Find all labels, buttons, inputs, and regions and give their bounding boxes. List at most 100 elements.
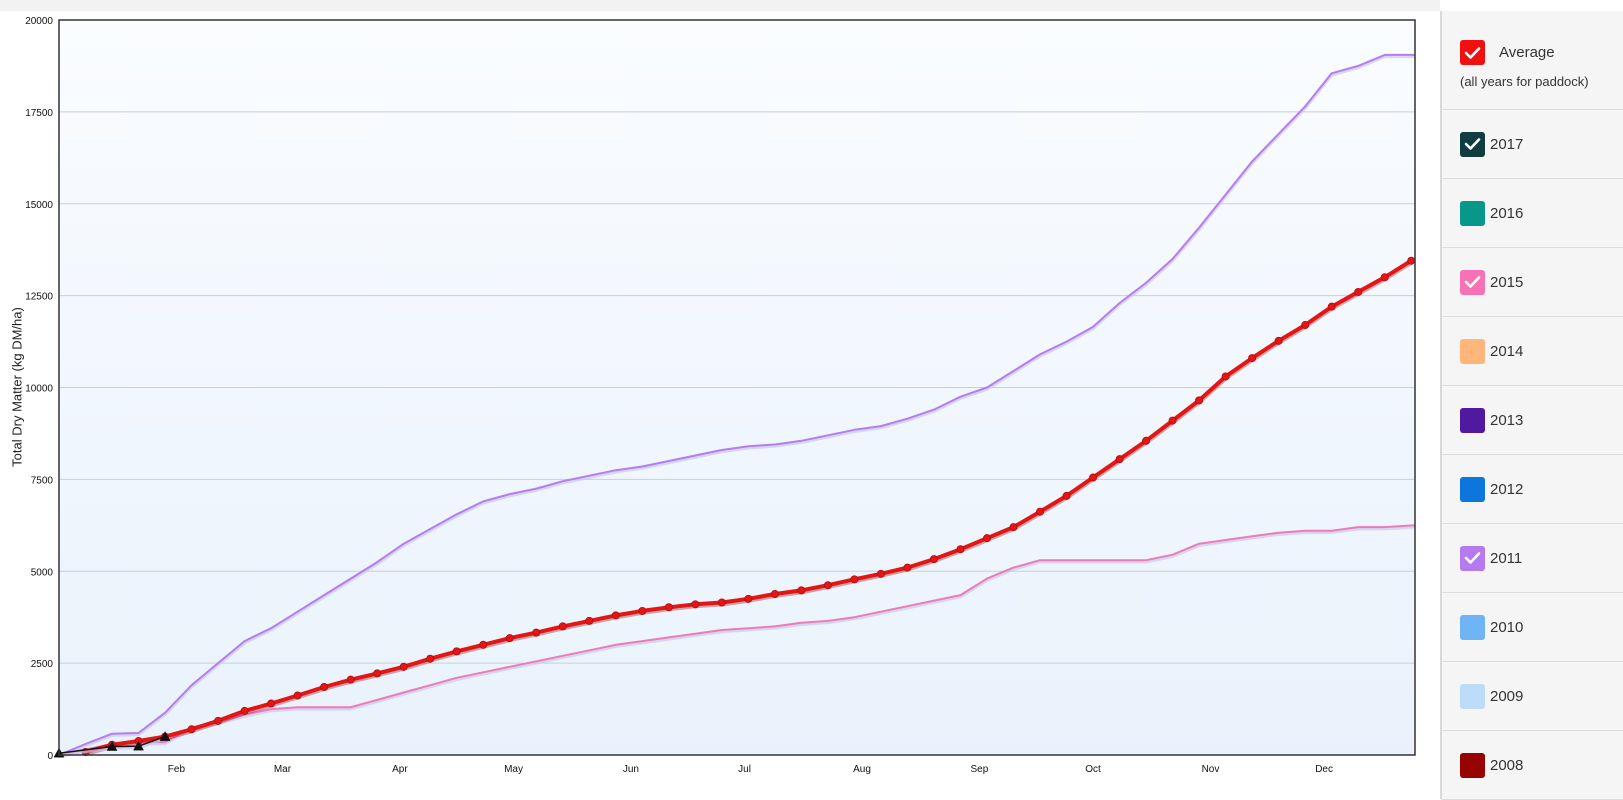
y-tick-label: 15000 [25, 200, 53, 211]
y-tick-label: 20000 [25, 16, 53, 27]
legend-label: 2016 [1490, 204, 1524, 222]
x-tick-label: Nov [1202, 764, 1220, 775]
average-point [1089, 473, 1098, 482]
legend-checkbox-2017[interactable] [1460, 131, 1485, 157]
legend-item-average[interactable]: Average (all years for paddock) [1442, 11, 1623, 110]
series-2017-shadow [58, 736, 166, 757]
average-point [1354, 287, 1363, 296]
y-tick-label: 5000 [31, 567, 54, 578]
series-2015-line [58, 524, 1416, 756]
legend-checkbox-2011[interactable] [1460, 545, 1485, 571]
average-point [532, 628, 541, 637]
plot-frame [58, 19, 1416, 756]
legend-checkbox-2014[interactable] [1460, 338, 1485, 364]
average-point [982, 534, 991, 543]
average-point [850, 575, 859, 584]
x-tick-label: Feb [168, 764, 186, 775]
average-point [903, 563, 912, 572]
legend-item-2015[interactable]: 2015 [1442, 248, 1623, 317]
legend-label: 2013 [1490, 411, 1524, 429]
legend-label: 2017 [1490, 135, 1524, 153]
legend-checkbox-2009[interactable] [1460, 683, 1485, 709]
y-tick-label: 10000 [25, 384, 53, 395]
legend-item-2017[interactable]: 2017 [1442, 110, 1623, 179]
average-point [293, 691, 302, 700]
grid-lines [59, 111, 1415, 664]
legend-checkbox-2013[interactable] [1460, 407, 1485, 433]
average-point [1327, 302, 1336, 311]
average-point [770, 590, 779, 599]
average-label: Average [1499, 44, 1555, 61]
average-point [399, 662, 408, 671]
average-point [1407, 256, 1416, 265]
y-tick-label: 7500 [31, 475, 54, 486]
y-tick-label: 0 [47, 751, 53, 762]
average-point [956, 545, 965, 554]
legend-item-2014[interactable]: 2014 [1442, 317, 1623, 386]
average-point [691, 600, 700, 609]
legend-checkbox-2015[interactable] [1460, 269, 1485, 295]
legend-checkbox-2010[interactable] [1460, 614, 1485, 640]
legend-item-2012[interactable]: 2012 [1442, 455, 1623, 524]
series-2017-line [58, 735, 166, 754]
x-tick-label: Jul [738, 764, 751, 775]
y-tick-labels: 0 2500 5000 7500 10000 12500 15000 17500 20000 [25, 16, 53, 762]
legend-checkbox-2008[interactable] [1460, 752, 1485, 778]
average-sublabel: (all years for paddock) [1460, 74, 1589, 89]
legend-year-list: 2017 2016 2015 2014 2013 2012 2011 2010 2009 2008 [1442, 110, 1623, 800]
average-point [1274, 336, 1283, 345]
y-tick-label: 12500 [25, 292, 53, 303]
average-point [320, 683, 329, 692]
x-tick-label: Mar [274, 764, 292, 775]
check-icon [1464, 552, 1481, 564]
average-point [823, 581, 832, 590]
legend-panel: Average (all years for paddock) 2017 2016… [1440, 11, 1623, 800]
y-tick-label: 17500 [25, 108, 53, 119]
average-point [214, 716, 223, 725]
legend-checkbox-2012[interactable] [1460, 476, 1485, 502]
average-point [479, 640, 488, 649]
average-point [1221, 372, 1230, 381]
legend-label: 2010 [1490, 618, 1524, 636]
average-point [1301, 321, 1310, 330]
average-point [876, 569, 885, 578]
legend-label: 2008 [1490, 756, 1524, 774]
top-strip [0, 0, 1440, 11]
chart-area: 0 2500 5000 7500 10000 12500 15000 17500 20000 F… [10, 16, 1416, 775]
average-point [929, 555, 938, 564]
average-point [1142, 436, 1151, 445]
average-point [426, 654, 435, 663]
average-checkbox[interactable] [1460, 40, 1485, 65]
average-point [240, 706, 249, 715]
series-2015-shadow [58, 525, 1416, 759]
average-point [1115, 455, 1124, 464]
series-2017-point [133, 740, 144, 751]
legend-item-2013[interactable]: 2013 [1442, 386, 1623, 455]
x-tick-label: Apr [392, 764, 408, 775]
legend-label: 2012 [1490, 480, 1524, 498]
average-point [744, 594, 753, 603]
average-point [452, 647, 461, 656]
legend-item-2010[interactable]: 2010 [1442, 593, 1623, 662]
x-tick-label: Aug [853, 764, 871, 775]
y-tick-label: 2500 [31, 659, 54, 670]
average-point [1168, 416, 1177, 425]
average-point [505, 634, 514, 643]
legend-label: 2014 [1490, 342, 1524, 360]
legend-checkbox-2016[interactable] [1460, 200, 1485, 226]
average-point [638, 606, 647, 615]
average-point [346, 675, 355, 684]
legend-label: 2015 [1490, 273, 1524, 291]
x-tick-label: May [504, 764, 523, 775]
legend-label: 2011 [1490, 549, 1523, 567]
average-point [611, 611, 620, 620]
x-tick-label: Dec [1315, 764, 1333, 775]
legend-item-2016[interactable]: 2016 [1442, 179, 1623, 248]
x-tick-label: Oct [1085, 764, 1101, 775]
legend-item-2009[interactable]: 2009 [1442, 662, 1623, 731]
legend-item-2008[interactable]: 2008 [1442, 731, 1623, 800]
average-point [664, 603, 673, 612]
average-point [1248, 354, 1257, 363]
average-point [717, 598, 726, 607]
legend-item-2011[interactable]: 2011 [1442, 524, 1623, 593]
